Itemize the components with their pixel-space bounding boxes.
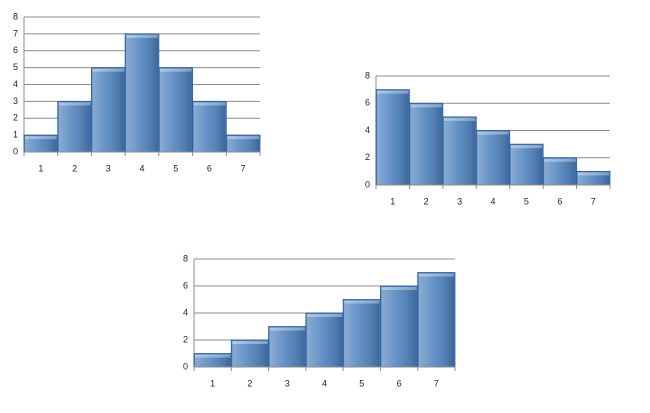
x-tick-label: 6 bbox=[397, 378, 402, 388]
bar-shine bbox=[410, 104, 442, 185]
y-tick-label: 2 bbox=[13, 113, 18, 123]
bar-top bbox=[193, 102, 226, 106]
y-tick-label: 4 bbox=[365, 125, 370, 135]
x-tick-label: 2 bbox=[72, 163, 77, 173]
y-tick-label: 8 bbox=[183, 253, 188, 263]
x-tick-label: 1 bbox=[210, 378, 215, 388]
y-tick-label: 7 bbox=[13, 28, 18, 38]
bar-shine bbox=[195, 354, 231, 367]
y-tick-label: 0 bbox=[13, 146, 18, 156]
bar-top bbox=[510, 145, 543, 149]
x-tick-label: 1 bbox=[38, 163, 43, 173]
bar-top bbox=[477, 131, 509, 135]
bar-shine bbox=[510, 145, 543, 185]
bar-top bbox=[92, 68, 125, 72]
x-tick-label: 4 bbox=[139, 163, 144, 173]
bar-shine bbox=[92, 68, 125, 152]
x-tick-label: 7 bbox=[591, 196, 596, 206]
bar-shine bbox=[344, 300, 380, 367]
x-tick-label: 4 bbox=[490, 196, 495, 206]
bar-shine bbox=[193, 102, 226, 152]
x-tick-label: 3 bbox=[457, 196, 462, 206]
bar-shine bbox=[25, 136, 57, 152]
y-tick-label: 4 bbox=[183, 307, 188, 317]
bar-top bbox=[418, 273, 454, 277]
x-tick-label: 6 bbox=[207, 163, 212, 173]
x-tick-label: 2 bbox=[247, 378, 252, 388]
x-tick-label: 1 bbox=[390, 196, 395, 206]
y-tick-label: 0 bbox=[365, 179, 370, 189]
y-tick-label: 3 bbox=[13, 96, 18, 106]
x-tick-label: 2 bbox=[424, 196, 429, 206]
x-tick-label: 5 bbox=[173, 163, 178, 173]
y-tick-label: 1 bbox=[13, 130, 18, 140]
bar-shine bbox=[443, 117, 476, 185]
bar-top bbox=[126, 34, 158, 38]
x-tick-label: 6 bbox=[557, 196, 562, 206]
bar-top bbox=[443, 117, 476, 121]
x-tick-label: 7 bbox=[241, 163, 246, 173]
y-tick-label: 8 bbox=[365, 70, 370, 80]
bar-top bbox=[306, 314, 343, 317]
x-tick-label: 4 bbox=[322, 378, 327, 388]
bar-top bbox=[269, 327, 305, 331]
y-tick-label: 8 bbox=[13, 11, 18, 21]
bar-shine bbox=[306, 314, 343, 367]
bar-top bbox=[377, 90, 409, 94]
bar-shine bbox=[477, 131, 509, 185]
bar-top bbox=[410, 104, 442, 108]
x-tick-label: 5 bbox=[524, 196, 529, 206]
bar-top bbox=[227, 136, 259, 140]
bar-shine bbox=[381, 287, 417, 367]
bar-top bbox=[577, 172, 609, 176]
bar-top bbox=[195, 354, 231, 358]
y-tick-label: 6 bbox=[183, 280, 188, 290]
bar-shine bbox=[377, 90, 409, 185]
bar-top bbox=[232, 341, 268, 344]
y-tick-label: 0 bbox=[183, 361, 188, 371]
bar-shine bbox=[269, 327, 305, 367]
bar-shine bbox=[58, 102, 91, 152]
y-tick-label: 6 bbox=[365, 98, 370, 108]
bar-top bbox=[159, 68, 192, 72]
x-tick-label: 3 bbox=[106, 163, 111, 173]
y-tick-label: 2 bbox=[183, 334, 188, 344]
y-tick-label: 2 bbox=[365, 152, 370, 162]
x-tick-label: 5 bbox=[359, 378, 364, 388]
y-tick-label: 5 bbox=[13, 62, 18, 72]
x-tick-label: 7 bbox=[434, 378, 439, 388]
y-tick-label: 6 bbox=[13, 45, 18, 55]
bar-top bbox=[344, 300, 380, 304]
y-tick-label: 4 bbox=[13, 79, 18, 89]
bar-top bbox=[544, 158, 576, 162]
x-tick-label: 3 bbox=[285, 378, 290, 388]
bar-top bbox=[58, 102, 91, 106]
bar-shine bbox=[577, 172, 609, 185]
bar-shine bbox=[126, 34, 158, 152]
bar-shine bbox=[544, 158, 576, 185]
bar-shine bbox=[418, 273, 454, 367]
bar-shine bbox=[227, 136, 259, 152]
bar-shine bbox=[232, 341, 268, 367]
bar-shine bbox=[159, 68, 192, 152]
bar-top bbox=[381, 287, 417, 290]
bar-top bbox=[25, 136, 57, 140]
